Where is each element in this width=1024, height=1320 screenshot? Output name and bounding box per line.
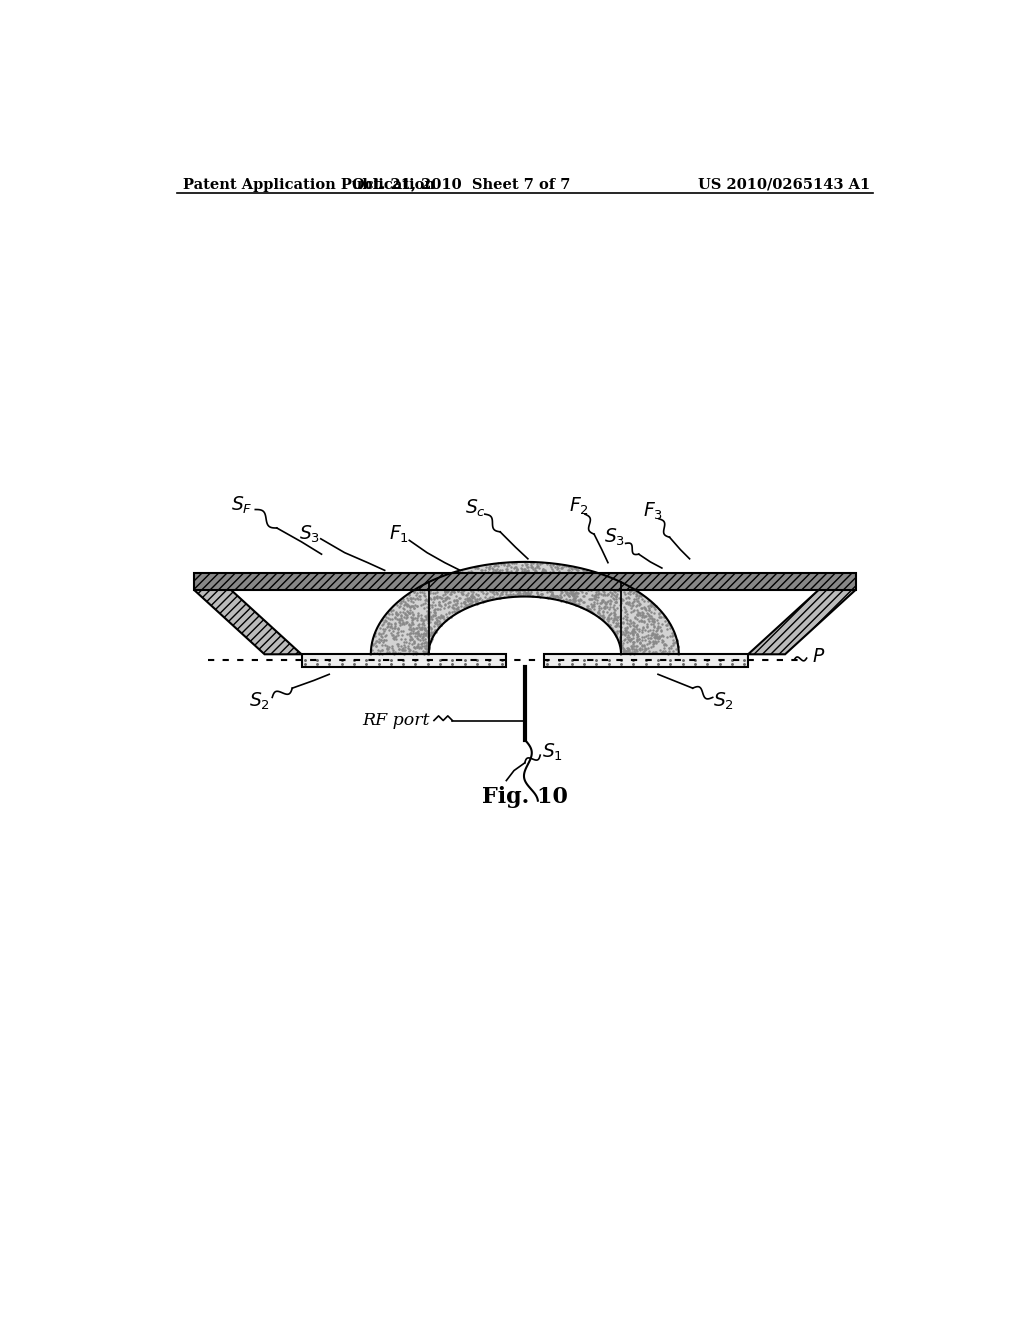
Text: US 2010/0265143 A1: US 2010/0265143 A1 xyxy=(697,178,869,191)
Text: Patent Application Publication: Patent Application Publication xyxy=(183,178,435,191)
Polygon shape xyxy=(371,562,679,655)
Text: RF port: RF port xyxy=(361,711,429,729)
Text: $S_F$: $S_F$ xyxy=(231,494,253,516)
Text: Fig. 10: Fig. 10 xyxy=(482,787,567,808)
Polygon shape xyxy=(194,590,301,655)
Bar xyxy=(194,573,856,590)
Text: $S_3$: $S_3$ xyxy=(603,527,625,548)
Polygon shape xyxy=(749,590,856,655)
Text: $S_c$: $S_c$ xyxy=(465,498,486,519)
Text: $S_3$: $S_3$ xyxy=(299,524,319,545)
Text: $F_1$: $F_1$ xyxy=(388,524,409,545)
Text: Oct. 21, 2010  Sheet 7 of 7: Oct. 21, 2010 Sheet 7 of 7 xyxy=(352,178,570,191)
Text: $F_3$: $F_3$ xyxy=(643,500,663,521)
Text: $F_2$: $F_2$ xyxy=(568,496,589,517)
Bar xyxy=(301,655,506,667)
Bar xyxy=(544,655,749,667)
Text: $P$: $P$ xyxy=(812,648,824,665)
Text: $S_2$: $S_2$ xyxy=(713,690,734,711)
Text: $S_2$: $S_2$ xyxy=(250,690,270,711)
Text: $S_1$: $S_1$ xyxy=(542,742,563,763)
